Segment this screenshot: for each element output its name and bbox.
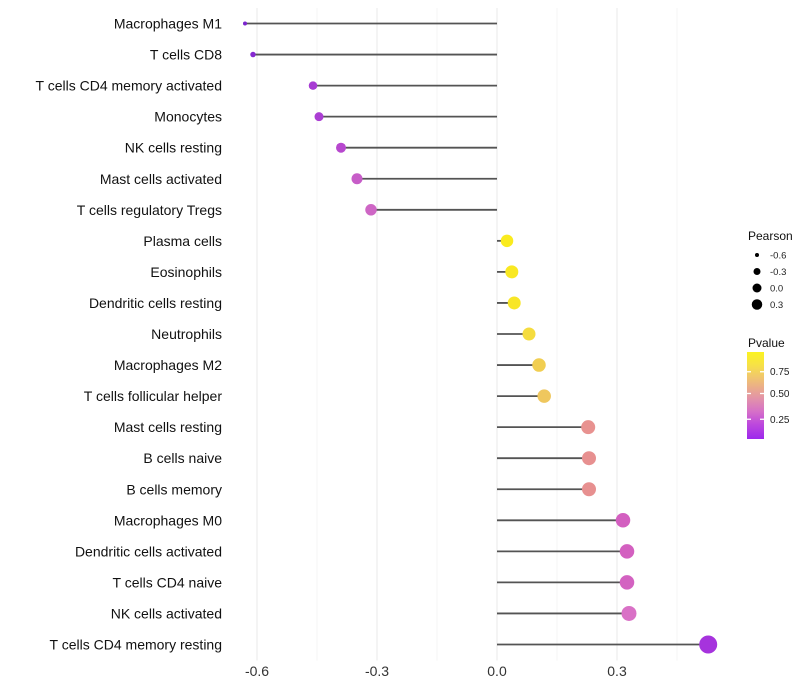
dot-16 bbox=[615, 513, 631, 528]
x-axis-tick-labels: -0.6 -0.3 0.0 0.3 bbox=[245, 663, 627, 679]
pvalue-tick-label-0: 0.75 bbox=[770, 367, 790, 378]
row-label-15: B cells memory bbox=[126, 481, 222, 497]
x-tick-label: -0.6 bbox=[245, 663, 269, 679]
x-tick-label: 0.0 bbox=[487, 663, 507, 679]
row-label-16: Macrophages M0 bbox=[114, 512, 222, 528]
dot-4 bbox=[336, 142, 346, 153]
x-tick-label: 0.3 bbox=[607, 663, 627, 679]
dot-12 bbox=[537, 389, 551, 403]
row-label-4: NK cells resting bbox=[125, 140, 222, 156]
row-label-9: Dendritic cells resting bbox=[89, 295, 222, 311]
row-label-11: Macrophages M2 bbox=[114, 357, 222, 373]
dot-7 bbox=[500, 234, 514, 248]
row-label-17: Dendritic cells activated bbox=[75, 543, 222, 559]
dot-19 bbox=[621, 605, 637, 621]
row-label-18: T cells CD4 naive bbox=[113, 574, 223, 590]
row-label-6: T cells regulatory Tregs bbox=[77, 202, 222, 218]
pvalue-tick-label-2: 0.25 bbox=[770, 415, 790, 426]
dot-13 bbox=[581, 420, 596, 435]
legend-pearson-dot-3 bbox=[751, 299, 763, 310]
dot-14 bbox=[582, 451, 596, 466]
dot-3 bbox=[314, 112, 324, 122]
dot-0 bbox=[243, 21, 247, 26]
row-label-0: Macrophages M1 bbox=[114, 16, 222, 32]
row-label-13: Mast cells resting bbox=[114, 419, 222, 435]
row-label-8: Eosinophils bbox=[150, 264, 222, 280]
legend-pearson-label-3: 0.3 bbox=[770, 300, 783, 311]
x-tick-label: -0.3 bbox=[365, 663, 389, 679]
y-axis-labels: Macrophages M1 T cells CD8 T cells CD4 mem… bbox=[36, 16, 223, 653]
legend-pvalue: Pvalue 0.75 0.50 0.25 bbox=[747, 336, 790, 439]
dot-8 bbox=[505, 265, 519, 279]
dot-2 bbox=[308, 81, 318, 90]
row-label-19: NK cells activated bbox=[111, 605, 222, 621]
dot-10 bbox=[522, 327, 536, 341]
row-label-20: T cells CD4 memory resting bbox=[50, 637, 222, 653]
dot-9 bbox=[507, 296, 521, 310]
dot-17 bbox=[619, 544, 635, 559]
row-label-14: B cells naive bbox=[143, 450, 222, 466]
dot-6 bbox=[365, 204, 377, 216]
legend-pearson-label-0: -0.6 bbox=[770, 251, 786, 262]
lollipop-stems bbox=[245, 22, 709, 646]
legend-pearson-label-2: 0.0 bbox=[770, 284, 783, 295]
row-label-1: T cells CD8 bbox=[150, 47, 222, 63]
row-label-12: T cells follicular helper bbox=[84, 388, 223, 404]
dot-20 bbox=[699, 635, 718, 654]
dot-5 bbox=[351, 173, 363, 185]
legend-pearson-dot-2 bbox=[752, 283, 762, 293]
legend-pvalue-title: Pvalue bbox=[748, 336, 785, 350]
dot-15 bbox=[582, 482, 596, 497]
row-label-5: Mast cells activated bbox=[100, 171, 222, 187]
row-label-10: Neutrophils bbox=[151, 326, 222, 342]
pvalue-colorbar bbox=[747, 352, 764, 439]
legend-pearson: Pearson -0.6 -0.3 0.0 0.3 bbox=[748, 229, 793, 311]
legend-pearson-dot-1 bbox=[753, 268, 761, 275]
row-label-7: Plasma cells bbox=[143, 233, 222, 249]
pvalue-tick-label-1: 0.50 bbox=[770, 389, 790, 400]
lollipop-dots bbox=[243, 21, 718, 654]
row-label-2: T cells CD4 memory activated bbox=[36, 78, 222, 94]
dot-18 bbox=[619, 575, 635, 590]
gridlines bbox=[256, 8, 678, 661]
dot-1 bbox=[250, 51, 256, 58]
legend-pearson-entries: -0.6 -0.3 0.0 0.3 bbox=[751, 251, 786, 311]
legend-pearson-label-1: -0.3 bbox=[770, 267, 786, 278]
row-label-3: Monocytes bbox=[154, 109, 222, 125]
legend-pvalue-ticks: 0.75 0.50 0.25 bbox=[747, 367, 790, 426]
legend-pearson-dot-0 bbox=[755, 253, 759, 257]
legend-pearson-title: Pearson bbox=[748, 229, 793, 243]
dot-11 bbox=[532, 358, 546, 372]
